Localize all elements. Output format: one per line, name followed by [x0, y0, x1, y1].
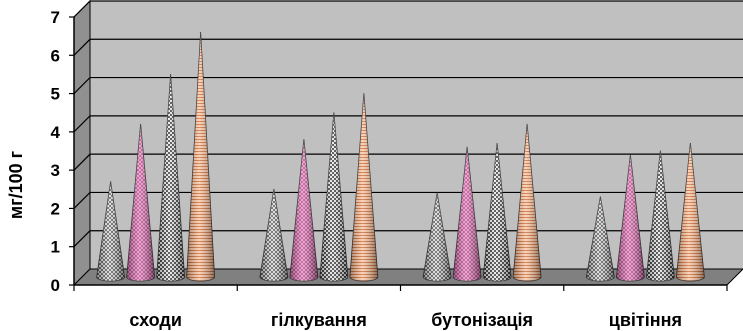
y-tick-label: 2	[51, 199, 60, 218]
gridline	[73, 0, 743, 18]
cone-shading-series-3-2	[319, 112, 348, 281]
y-axis-title: мг/100 г	[6, 150, 26, 219]
gridline	[73, 115, 743, 133]
y-tick-label: 1	[51, 238, 60, 257]
cone-shading-series-1-2	[259, 188, 288, 281]
y-tick-label: 5	[51, 85, 60, 104]
cone-shading-series-3-1	[156, 74, 185, 281]
cone-shading-series-4-1	[186, 31, 215, 281]
cone-shading-series-1-4	[586, 196, 615, 281]
x-category-label: цвітіння	[609, 310, 682, 330]
gridline	[73, 38, 743, 56]
cone-shading-series-1-3	[423, 192, 452, 281]
x-category-label: бутонізація	[431, 310, 533, 330]
cone-shading-series-3-3	[483, 143, 512, 281]
y-tick-label: 4	[51, 123, 61, 142]
y-tick-label: 0	[51, 276, 60, 295]
gridline	[73, 76, 743, 94]
x-category-label: гілкування	[271, 310, 367, 330]
cone-shading-series-4-3	[513, 123, 542, 281]
cone-shading-series-2-2	[289, 139, 318, 281]
y-tick-label: 3	[51, 161, 60, 180]
x-category-label: сходи	[129, 310, 182, 330]
cone-shading-series-2-1	[126, 123, 155, 281]
cone-shading-series-2-3	[453, 146, 482, 281]
cone-shading-series-2-4	[616, 154, 645, 281]
y-tick-labels: 0 1 2 3 4 5 6 7	[51, 8, 61, 295]
y-tick-label: 6	[51, 46, 60, 65]
axes	[69, 16, 728, 291]
cone-shading-series-3-4	[646, 150, 675, 281]
x-category-labels: сходи гілкування бутонізація цвітіння	[129, 310, 682, 330]
cone-shading-series-1-1	[96, 181, 125, 281]
cone-shading-series-4-4	[676, 143, 705, 281]
side-wall	[73, 0, 91, 287]
y-tick-label: 7	[51, 8, 60, 27]
cone-shading-series-4-2	[349, 93, 378, 281]
back-wall	[90, 1, 743, 269]
series-marks	[96, 31, 705, 282]
